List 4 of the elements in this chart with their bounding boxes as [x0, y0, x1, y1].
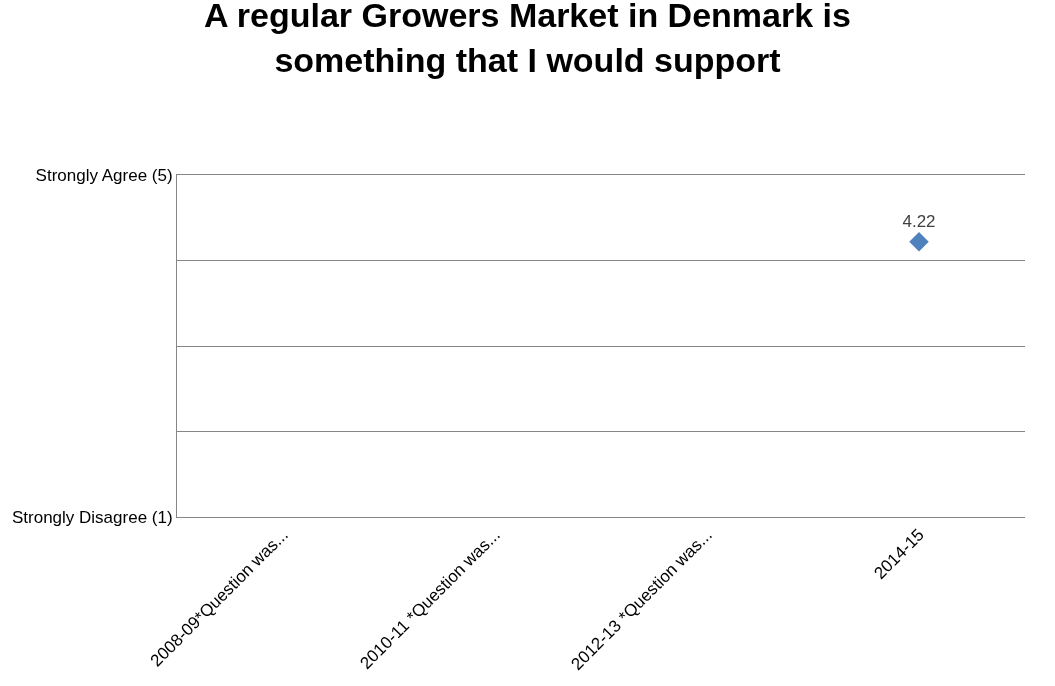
- y-tick-label: Strongly Disagree (1): [11, 507, 173, 527]
- data-label: 4.22: [902, 212, 936, 232]
- y-tick-label: Strongly Agree (5): [35, 165, 173, 185]
- chart-title: A regular Growers Market in Denmark is something that I would support: [204, 0, 851, 79]
